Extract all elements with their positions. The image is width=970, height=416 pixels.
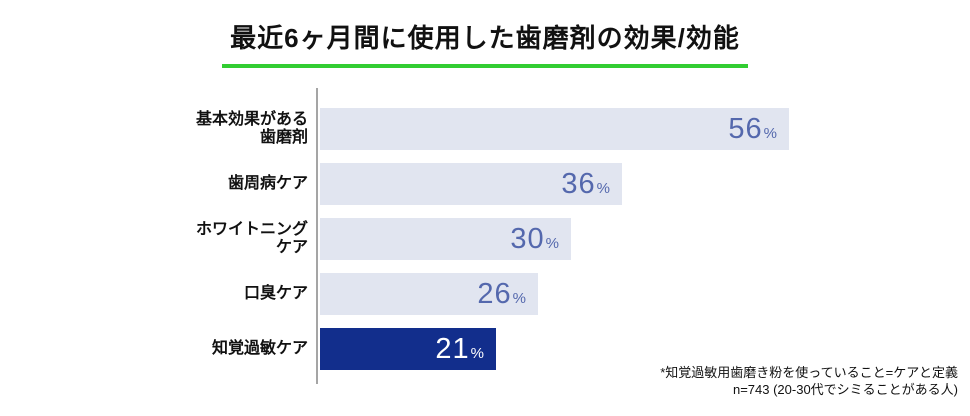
bar-value-unit: % xyxy=(545,234,559,252)
bar-area: 36% xyxy=(320,163,622,205)
bar-area: 26% xyxy=(320,273,538,315)
page-title: 最近6ヶ月間に使用した歯磨剤の効果/効能 xyxy=(222,18,748,68)
footnote-line-2: n=743 (20-30代でシミることがある人) xyxy=(732,382,958,397)
bar: 36% xyxy=(320,163,622,205)
bar-value: 26% xyxy=(477,278,526,311)
bar-area: 21% xyxy=(320,328,496,370)
category-label: 基本効果がある 歯磨剤 xyxy=(195,111,308,146)
bar: 56% xyxy=(320,108,789,150)
bar-value-number: 56 xyxy=(728,112,763,145)
bar: 30% xyxy=(320,218,571,260)
chart-row: 歯周病ケア 36% xyxy=(0,163,970,205)
bar-value-number: 36 xyxy=(561,167,596,200)
bar-highlighted: 21% xyxy=(320,328,496,370)
bar-value-number: 30 xyxy=(510,222,545,255)
bar-value-number: 26 xyxy=(477,277,512,310)
bar-value: 30% xyxy=(510,223,559,256)
chart-row: 知覚過敏ケア 21% xyxy=(0,328,970,370)
chart-row: 口臭ケア 26% xyxy=(0,273,970,315)
bar-value-number: 21 xyxy=(435,332,470,365)
category-label: ホワイトニング ケア xyxy=(195,221,308,256)
bar-area: 56% xyxy=(320,108,789,150)
category-label: 知覚過敏ケア xyxy=(211,340,308,357)
chart-row: ホワイトニング ケア 30% xyxy=(0,218,970,260)
bar-value-unit: % xyxy=(763,124,777,142)
bar: 26% xyxy=(320,273,538,315)
category-label: 歯周病ケア xyxy=(227,175,308,192)
chart-rows: 基本効果がある 歯磨剤 56% 歯周病ケア 36% ホワイトニング ケア 30% 口臭ケア 2… xyxy=(0,108,970,383)
footnote: *知覚過敏用歯磨き粉を使っていること=ケアと定義 n=743 (20-30代でシ… xyxy=(660,364,958,398)
footnote-line-1: *知覚過敏用歯磨き粉を使っていること=ケアと定義 xyxy=(660,365,958,380)
bar-area: 30% xyxy=(320,218,571,260)
category-label: 口臭ケア xyxy=(243,285,308,302)
bar-value-unit: % xyxy=(596,179,610,197)
bar-value: 36% xyxy=(561,168,610,201)
chart-row: 基本効果がある 歯磨剤 56% xyxy=(0,108,970,150)
bar-value: 21% xyxy=(435,333,484,366)
bar-value: 56% xyxy=(728,113,777,146)
bar-value-unit: % xyxy=(512,289,526,307)
title-block: 最近6ヶ月間に使用した歯磨剤の効果/効能 xyxy=(0,18,970,68)
bar-value-unit: % xyxy=(470,344,484,362)
y-axis-line xyxy=(316,88,318,384)
